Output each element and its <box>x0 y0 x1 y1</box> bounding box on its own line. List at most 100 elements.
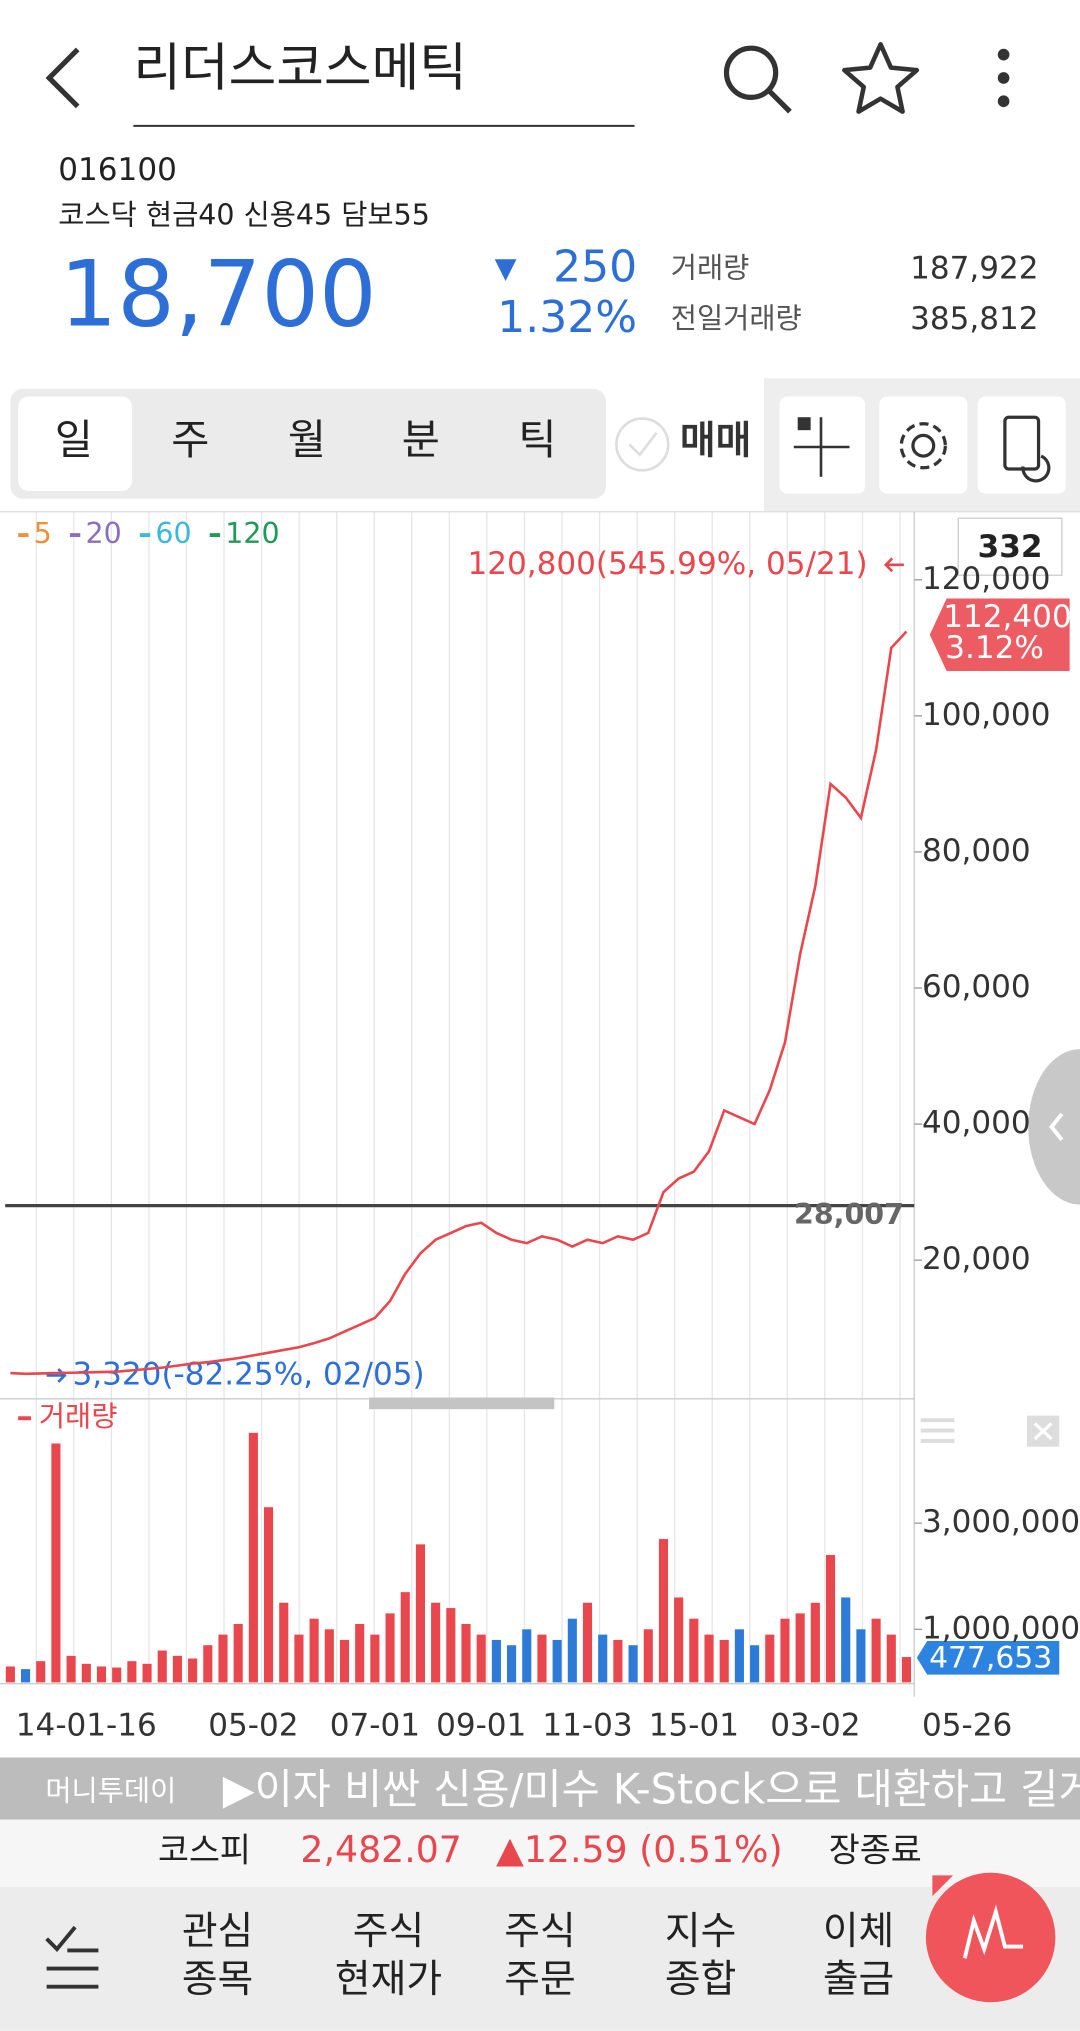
period-tab[interactable]: 틱 <box>518 416 556 464</box>
change-value: 250 <box>553 242 637 293</box>
period-tab[interactable]: 일 <box>55 416 93 464</box>
x-tick-label: 15-01 <box>649 1707 739 1743</box>
volume-bar <box>385 1613 395 1683</box>
volume-bar <box>51 1443 61 1683</box>
volume-bar <box>264 1507 274 1683</box>
close-volume-icon <box>1033 1422 1053 1441</box>
rotate-icon <box>1003 415 1051 483</box>
volume-legend: 거래량 <box>39 1400 118 1433</box>
volume-bar <box>901 1657 912 1683</box>
period-tabs <box>10 388 607 499</box>
nav-label[interactable]: 현재가 <box>335 1957 442 2002</box>
favorite-button[interactable] <box>842 42 920 114</box>
volume-bar <box>203 1645 213 1683</box>
scrollbar[interactable] <box>369 1397 555 1410</box>
volume-bar <box>871 1618 881 1683</box>
volume-bar <box>233 1624 243 1683</box>
volume-bar <box>446 1608 456 1683</box>
side-drawer-handle[interactable] <box>1028 1049 1080 1205</box>
volume-bar <box>5 1666 15 1683</box>
volume-bar <box>613 1639 623 1683</box>
y-tick-label: 60,000 <box>922 969 1031 1005</box>
y-tick-label: 80,000 <box>922 833 1031 869</box>
trade-toggle[interactable]: 매매 <box>680 419 751 464</box>
low-arrow <box>46 1368 67 1383</box>
market-status: 장종료 <box>829 1831 922 1870</box>
nav-label[interactable]: 종합 <box>665 1957 736 2002</box>
nav-menu-icon[interactable] <box>45 1925 99 1989</box>
ticker-text[interactable]: ▶이자 비싼 신용/미수 K-Stock으로 대환하고 길게 <box>223 1765 1080 1813</box>
volume-bar <box>309 1618 319 1683</box>
nav-label[interactable]: 주식 <box>353 1909 424 1954</box>
x-tick-label: 09-01 <box>436 1707 526 1743</box>
volume-bar <box>96 1666 107 1683</box>
volume-bar <box>810 1602 820 1683</box>
period-tab[interactable]: 주 <box>171 416 209 464</box>
selected-tab <box>18 396 133 492</box>
x-tick-label: 11-03 <box>542 1707 632 1743</box>
check-icon <box>628 431 658 457</box>
rotate-button[interactable] <box>977 396 1066 494</box>
settings-button[interactable] <box>879 396 968 494</box>
volume-bar <box>689 1618 699 1683</box>
x-tick-label: 03-02 <box>770 1707 860 1743</box>
volume-bar <box>491 1639 501 1683</box>
change-arrow: ▼ <box>495 252 517 285</box>
nav-label[interactable]: 주식 <box>504 1909 575 1954</box>
fab-icon <box>962 1904 1024 1959</box>
volume-bar <box>81 1663 91 1683</box>
ticker-source: 머니투데이 <box>45 1774 176 1807</box>
y-tick-label: 1,000,000 <box>922 1610 1080 1646</box>
search-button[interactable] <box>723 45 792 114</box>
chart-fab[interactable] <box>925 1872 1056 2003</box>
y-tick-label: 3,000,000 <box>922 1504 1080 1540</box>
volume-bar <box>248 1432 258 1683</box>
current-price-tag-value: 112,400 <box>943 599 1071 635</box>
index-change: ▲12.59 (0.51%) <box>496 1828 783 1871</box>
bottom-nav <box>0 1887 1080 2031</box>
volume-bar <box>476 1634 486 1683</box>
period-tab[interactable]: 월 <box>288 416 326 464</box>
nav-label[interactable]: 출금 <box>823 1957 894 2002</box>
volume-bar <box>507 1645 517 1683</box>
volume-bar <box>841 1597 851 1683</box>
volume-bar <box>567 1618 577 1683</box>
legend-entry: 60 <box>155 517 191 550</box>
volume-tag <box>916 1640 1060 1675</box>
volume-bar <box>825 1554 836 1683</box>
nav-label[interactable]: 주문 <box>504 1957 575 2002</box>
nav-label[interactable]: 관심 <box>182 1909 253 1954</box>
period-tab[interactable]: 분 <box>402 416 440 464</box>
menu-button[interactable] <box>997 48 1010 108</box>
volume-tools[interactable] <box>920 1415 1060 1447</box>
volume-bar <box>856 1629 866 1683</box>
index-value: 2,482.07 <box>300 1828 461 1871</box>
volume-bar <box>750 1645 760 1683</box>
y-tick-label: 120,000 <box>922 561 1050 597</box>
y-tick-label: 20,000 <box>922 1241 1031 1277</box>
volume-bar <box>431 1602 441 1683</box>
crosshair-icon <box>793 417 850 477</box>
volume-bar <box>765 1634 775 1683</box>
y-tick-label: 100,000 <box>922 697 1050 733</box>
high-arrow <box>883 557 904 573</box>
x-tick-label: 14-01-16 <box>16 1707 157 1743</box>
volume-label: 거래량 <box>671 252 750 285</box>
legend-entry: 120 <box>225 517 279 550</box>
volume-bar <box>628 1645 638 1683</box>
volume-bar <box>643 1629 653 1683</box>
back-button[interactable] <box>45 47 80 109</box>
volume-bar <box>886 1634 896 1683</box>
news-ticker[interactable] <box>0 1757 1080 1820</box>
nav-label[interactable]: 지수 <box>665 1909 736 1954</box>
volume-bar <box>218 1634 228 1683</box>
stock-title[interactable]: 리더스코스메틱 <box>133 38 466 98</box>
volume-bar <box>370 1634 380 1683</box>
nav-label[interactable]: 종목 <box>182 1957 253 2002</box>
current-price-tag-change: 3.12% <box>945 630 1044 666</box>
volume-bar <box>188 1658 198 1683</box>
volume-bar <box>598 1634 608 1683</box>
trade-checkbox[interactable] <box>615 417 670 472</box>
nav-label[interactable]: 이체 <box>823 1909 894 1954</box>
volume-bar <box>415 1544 426 1683</box>
